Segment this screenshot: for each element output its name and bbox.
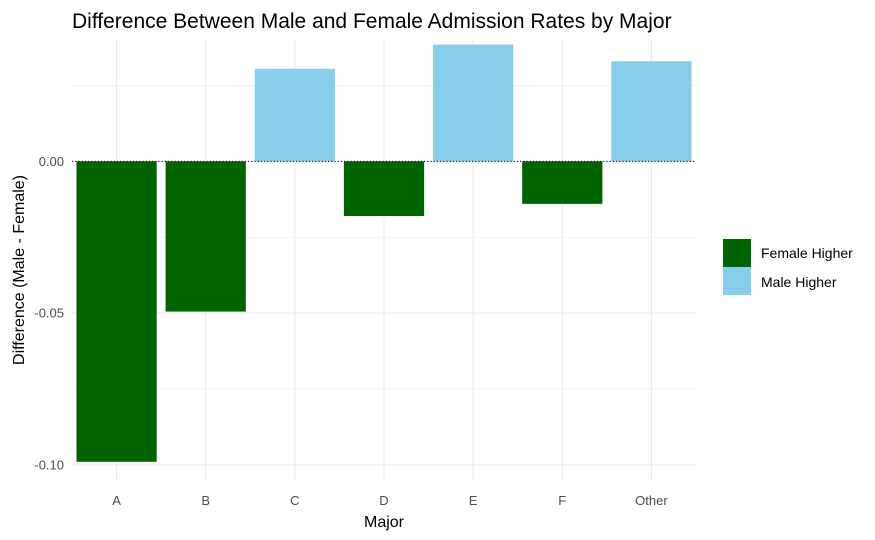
legend: Female Higher Male Higher — [723, 239, 853, 295]
bar-a — [76, 161, 157, 462]
bar-d — [343, 161, 425, 216]
x-axis-ticks: A B C D E F Other — [112, 493, 668, 508]
bar-f — [522, 161, 603, 204]
chart-title: Difference Between Male and Female Admis… — [72, 10, 672, 33]
x-tick-label: Other — [635, 493, 668, 508]
x-tick-label: F — [558, 493, 566, 508]
bar-other — [611, 61, 692, 162]
x-tick-label: C — [290, 493, 299, 508]
legend-swatch-male-higher — [723, 267, 751, 295]
bar-e — [433, 44, 514, 162]
x-tick-label: D — [379, 493, 388, 508]
y-tick-label: 0.00 — [39, 154, 64, 169]
x-tick-label: E — [469, 493, 478, 508]
y-tick-label: -0.05 — [34, 306, 64, 321]
bar-c — [254, 68, 335, 162]
legend-label-female-higher: Female Higher — [761, 245, 853, 261]
x-axis-title: Major — [364, 514, 405, 531]
y-axis-ticks: 0.00 -0.05 -0.10 — [34, 154, 64, 472]
y-tick-label: -0.10 — [34, 457, 64, 472]
x-tick-label: B — [201, 493, 210, 508]
bar-b — [165, 161, 246, 312]
legend-swatch-female-higher — [723, 239, 751, 267]
x-tick-label: A — [112, 493, 121, 508]
y-axis-title: Difference (Male - Female) — [11, 175, 28, 365]
bars — [76, 44, 692, 462]
legend-label-male-higher: Male Higher — [761, 274, 837, 290]
